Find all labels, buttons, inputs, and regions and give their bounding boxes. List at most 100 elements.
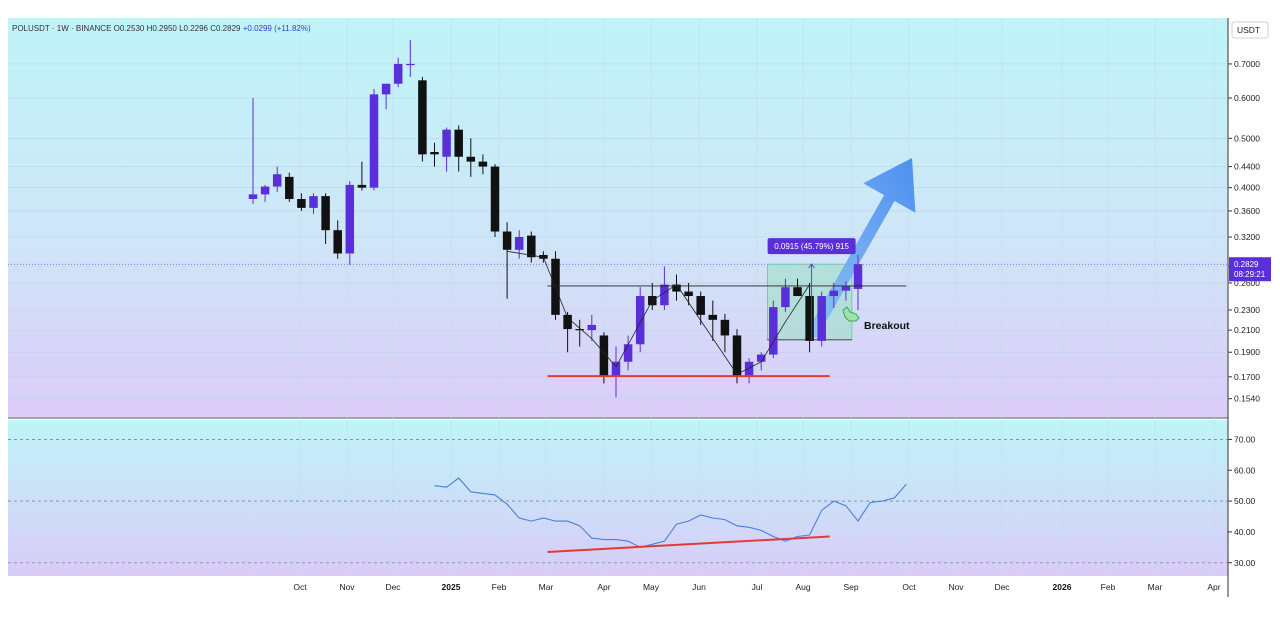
high-value: H0.2950: [147, 24, 178, 33]
candle-body: [478, 161, 488, 167]
candle-body: [587, 324, 597, 331]
time-axis-pane[interactable]: [8, 576, 1272, 597]
candle-body: [660, 284, 669, 306]
unit-label: USDT: [1237, 25, 1260, 35]
rsi-tick-label: 30.00: [1234, 558, 1256, 568]
candle-body: [769, 307, 778, 355]
rsi-axis-pane[interactable]: [1228, 420, 1272, 576]
candle-body: [805, 296, 814, 341]
interval: 1W: [57, 24, 69, 33]
time-tick-label: 2025: [442, 582, 461, 592]
candle-body: [381, 83, 391, 95]
price-tick-label: 0.7000: [1234, 59, 1260, 69]
last-price-badge: [1229, 257, 1271, 282]
price-pane[interactable]: [8, 18, 1228, 417]
price-tick-label: 0.1700: [1234, 372, 1260, 382]
rsi-series: [434, 477, 907, 553]
candle-body: [260, 186, 270, 195]
time-tick-label: Aug: [795, 582, 810, 592]
overlay-over: 0.0915 (45.79%) 915 Breakout: [507, 238, 910, 378]
candle-body: [248, 194, 258, 199]
candle-body: [297, 198, 306, 208]
time-tick-label: Jun: [692, 582, 706, 592]
price-tick-label: 0.3600: [1234, 206, 1260, 216]
time-tick-label: Apr: [1207, 582, 1220, 592]
candle-body: [575, 329, 584, 331]
candle-body: [406, 63, 415, 66]
candle-body: [369, 94, 379, 188]
breakout-label: Breakout: [864, 320, 910, 332]
price-axis: 0.7000 0.6000 0.5000 0.4400 0.4000 0.3600 0.32…: [1228, 59, 1271, 404]
candle-body: [684, 291, 693, 297]
candle-body: [732, 335, 742, 377]
open-value: O0.2530: [114, 24, 145, 33]
grid: [8, 18, 1228, 576]
measure-label: 0.0915 (45.79%) 915: [774, 242, 849, 251]
candle-body: [490, 166, 500, 232]
price-tick-label: 0.2100: [1234, 325, 1260, 335]
candle-body: [321, 196, 330, 231]
price-tick-label: 0.3200: [1234, 232, 1260, 242]
time-tick-label: Jul: [752, 582, 763, 592]
chart-header: POLUSDT · 1W · BINANCE O0.2530 H0.2950 L…: [12, 24, 311, 33]
price-tick-label: 0.2300: [1234, 305, 1260, 315]
rsi-line: [434, 477, 907, 548]
candle-body: [466, 156, 476, 162]
rsi-tick-label: 60.00: [1234, 465, 1256, 475]
measure-arrow-head: [808, 263, 815, 269]
candle-body: [393, 63, 403, 84]
price-tick-label: 0.1900: [1234, 347, 1260, 357]
candle-body: [430, 151, 439, 155]
time-tick-label: Dec: [385, 582, 401, 592]
candle-body: [502, 231, 512, 250]
time-tick-label: May: [643, 582, 660, 592]
time-tick-label: Oct: [293, 582, 307, 592]
time-tick-label: Mar: [539, 582, 554, 592]
price-tick-label: 0.5000: [1234, 133, 1260, 143]
rsi-tick-label: 50.00: [1234, 496, 1256, 506]
candle-body: [793, 287, 802, 297]
candle-body: [708, 314, 718, 320]
time-tick-label: Nov: [339, 582, 355, 592]
symbol: POLUSDT: [12, 24, 50, 33]
price-tick-label: 0.6000: [1234, 93, 1260, 103]
candle-body: [345, 184, 355, 254]
candle-body: [623, 344, 633, 362]
rsi-tick-label: 40.00: [1234, 527, 1256, 537]
time-axis: Oct Nov Dec 2025 Feb Mar Apr May Jun Jul Aug Sep Oct…: [293, 582, 1220, 592]
close-value: C0.2829: [210, 24, 241, 33]
price-tick-label: 0.4000: [1234, 183, 1260, 193]
price-axis-pane[interactable]: [1228, 18, 1272, 417]
unit-button[interactable]: [1231, 21, 1269, 39]
candle-body: [829, 290, 839, 297]
candle-body: [285, 176, 294, 199]
candle-body: [853, 264, 863, 289]
candle-body: [720, 319, 730, 336]
candle-body: [309, 196, 318, 208]
candle-body: [442, 129, 451, 157]
candle-body: [744, 361, 754, 377]
time-tick-label: Apr: [597, 582, 610, 592]
candle-body: [563, 314, 572, 330]
price-tick-label: 0.4400: [1234, 162, 1260, 172]
candle-body: [454, 129, 463, 157]
change-value: +0.0299 (+11.82%): [243, 24, 311, 33]
time-tick-label: Feb: [492, 582, 507, 592]
time-tick-label: 2026: [1053, 582, 1072, 592]
candle-body: [756, 354, 766, 362]
candles: [248, 40, 863, 398]
rsi-tick-label: 70.00: [1234, 434, 1256, 444]
candle-body: [817, 296, 826, 341]
time-tick-label: Dec: [994, 582, 1010, 592]
candle-body: [611, 361, 621, 377]
exchange: BINANCE: [76, 24, 112, 33]
candle-body: [527, 235, 536, 258]
candle-body: [841, 286, 851, 291]
rsi-pane[interactable]: [8, 420, 1228, 576]
time-tick-label: Mar: [1148, 582, 1163, 592]
pattern-line: [507, 250, 810, 375]
candle-body: [418, 80, 427, 155]
last-price-label: 0.2829: [1234, 260, 1259, 269]
hand-icon: [842, 306, 860, 322]
